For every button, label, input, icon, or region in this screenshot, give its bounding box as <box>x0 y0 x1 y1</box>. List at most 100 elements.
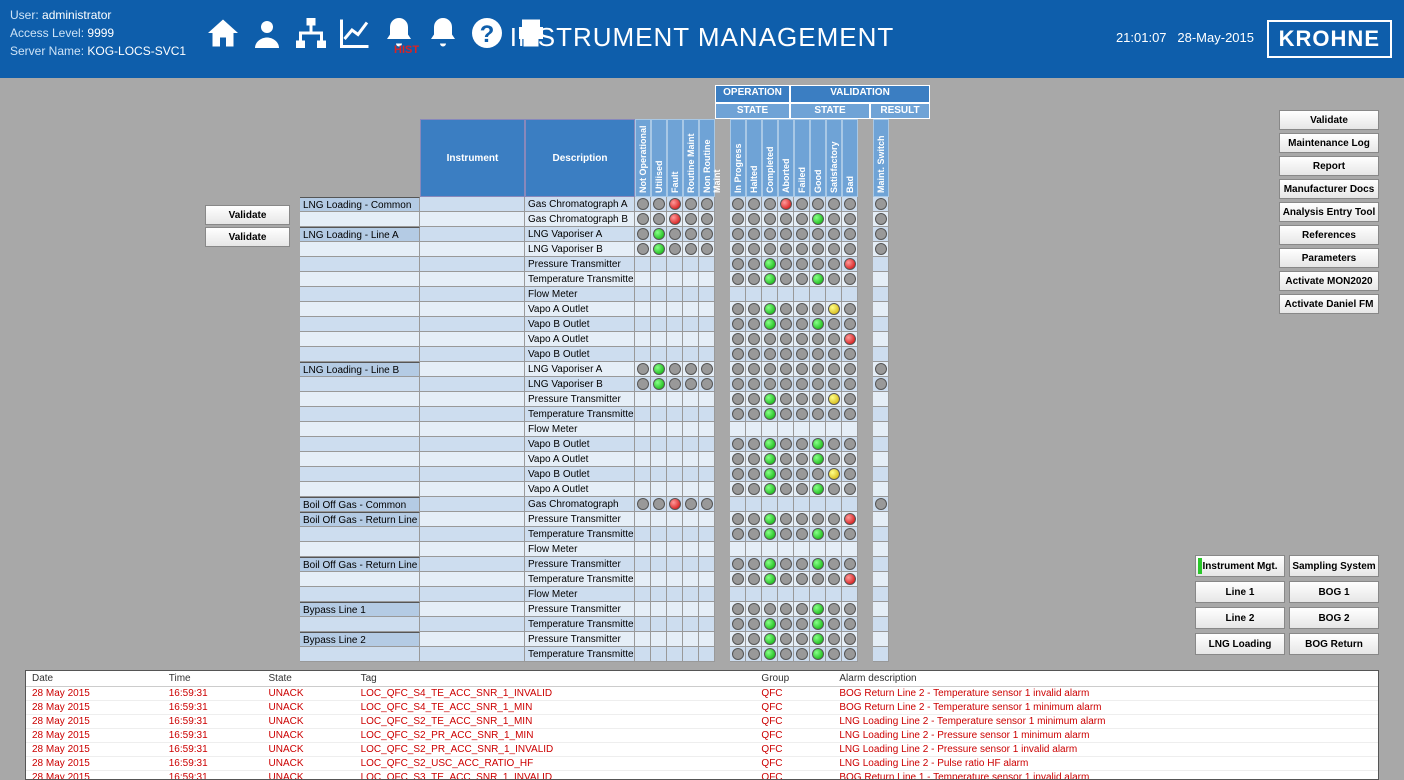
alarm-col-group: Group <box>755 671 833 687</box>
instrument-row[interactable]: LNG Loading - Line ALNG Vaporiser A <box>300 227 895 242</box>
action-validate[interactable]: Validate <box>1279 110 1379 130</box>
instrument-row[interactable]: LNG Loading - CommonGas Chromatograph A <box>300 197 895 212</box>
col-Non Routine Maint: Non Routine Maint <box>699 119 715 197</box>
action-activate-daniel-fm[interactable]: Activate Daniel FM <box>1279 294 1379 314</box>
instrument-row[interactable]: Temperature Transmitter <box>300 617 895 632</box>
col-Completed: Completed <box>762 119 778 197</box>
validate-button[interactable]: Validate <box>205 227 290 247</box>
col-Failed: Failed <box>794 119 810 197</box>
nav-grid: Instrument Mgt.Sampling SystemLine 1BOG … <box>1195 555 1379 655</box>
instrument-row[interactable]: Gas Chromatograph B <box>300 212 895 227</box>
top-bar: User: administrator Access Level: 9999 S… <box>0 0 1404 78</box>
col-Maint. Switch: Maint. Switch <box>873 119 889 197</box>
action-manufacturer-docs[interactable]: Manufacturer Docs <box>1279 179 1379 199</box>
validate-button[interactable]: Validate <box>205 205 290 225</box>
alarm-row[interactable]: 28 May 201516:59:31UNACKLOC_QFC_S2_USC_A… <box>26 757 1378 771</box>
alarm-table[interactable]: DateTimeStateTagGroupAlarm description28… <box>25 670 1379 780</box>
instrument-row[interactable]: Bypass Line 1Pressure Transmitter <box>300 602 895 617</box>
instrument-row[interactable]: Vapo A Outlet <box>300 482 895 497</box>
instrument-row[interactable]: Flow Meter <box>300 422 895 437</box>
hierarchy-icon[interactable] <box>293 15 329 51</box>
col-Aborted: Aborted <box>778 119 794 197</box>
hdr-operation: OPERATION <box>715 85 790 103</box>
instrument-row[interactable]: Vapo B Outlet <box>300 347 895 362</box>
col-instrument: Instrument <box>420 119 525 197</box>
user-icon[interactable] <box>249 15 285 51</box>
svg-text:?: ? <box>480 21 495 48</box>
bell-hist-icon[interactable] <box>425 15 461 51</box>
instrument-row[interactable]: Bypass Line 2Pressure Transmitter <box>300 632 895 647</box>
action-maintenance-log[interactable]: Maintenance Log <box>1279 133 1379 153</box>
instrument-row[interactable]: LNG Vaporiser B <box>300 377 895 392</box>
instrument-row[interactable]: Vapo A Outlet <box>300 452 895 467</box>
instrument-row[interactable]: Flow Meter <box>300 542 895 557</box>
col-Good: Good <box>810 119 826 197</box>
nav-instrument-mgt-[interactable]: Instrument Mgt. <box>1195 555 1285 577</box>
instrument-row[interactable]: Temperature Transmitter <box>300 272 895 287</box>
alarm-row[interactable]: 28 May 201516:59:31UNACKLOC_QFC_S2_TE_AC… <box>26 715 1378 729</box>
instrument-row[interactable]: Boil Off Gas - Return Line 1Pressure Tra… <box>300 512 895 527</box>
instrument-row[interactable]: Flow Meter <box>300 587 895 602</box>
nav-bog-return[interactable]: BOG Return <box>1289 633 1379 655</box>
toolbar-icons: ? <box>205 15 549 51</box>
instrument-row[interactable]: Vapo A Outlet <box>300 302 895 317</box>
print-icon[interactable] <box>513 15 549 51</box>
hdr-val-state: STATE <box>790 103 870 119</box>
instrument-row[interactable]: Temperature Transmitter <box>300 572 895 587</box>
alarm-col-time: Time <box>163 671 263 687</box>
alarm-row[interactable]: 28 May 201516:59:31UNACKLOC_QFC_S3_TE_AC… <box>26 771 1378 780</box>
instrument-row[interactable]: Vapo A Outlet <box>300 332 895 347</box>
instrument-row[interactable]: Pressure Transmitter <box>300 392 895 407</box>
hdr-val-result: RESULT <box>870 103 930 119</box>
nav-sampling-system[interactable]: Sampling System <box>1289 555 1379 577</box>
col-Halted: Halted <box>746 119 762 197</box>
hdr-validation: VALIDATION <box>790 85 930 103</box>
home-icon[interactable] <box>205 15 241 51</box>
action-analysis-entry-tool[interactable]: Analysis Entry Tool <box>1279 202 1379 222</box>
instrument-row[interactable]: Vapo B Outlet <box>300 467 895 482</box>
action-parameters[interactable]: Parameters <box>1279 248 1379 268</box>
alarm-row[interactable]: 28 May 201516:59:31UNACKLOC_QFC_S4_TE_AC… <box>26 701 1378 715</box>
nav-line-2[interactable]: Line 2 <box>1195 607 1285 629</box>
datetime: 21:01:07 28-May-2015 <box>1116 30 1254 45</box>
instrument-row[interactable]: LNG Loading - Line BLNG Vaporiser A <box>300 362 895 377</box>
nav-lng-loading[interactable]: LNG Loading <box>1195 633 1285 655</box>
right-action-buttons: Validate Maintenance Log Report Manufacture… <box>1279 110 1379 314</box>
col-Bad: Bad <box>842 119 858 197</box>
alarm-row[interactable]: 28 May 201516:59:31UNACKLOC_QFC_S4_TE_AC… <box>26 687 1378 701</box>
nav-line-1[interactable]: Line 1 <box>1195 581 1285 603</box>
alarm-col-alarm-description: Alarm description <box>833 671 1378 687</box>
col-Not Operational: Not Operational <box>635 119 651 197</box>
instrument-row[interactable]: Temperature Transmitter <box>300 407 895 422</box>
action-references[interactable]: References <box>1279 225 1379 245</box>
user-info: User: administrator Access Level: 9999 S… <box>0 0 196 78</box>
brand-logo: KROHNE <box>1267 20 1392 58</box>
instrument-row[interactable]: Pressure Transmitter <box>300 257 895 272</box>
action-activate-mon2020[interactable]: Activate MON2020 <box>1279 271 1379 291</box>
col-Routine Maint: Routine Maint <box>683 119 699 197</box>
alarm-col-date: Date <box>26 671 163 687</box>
instrument-row[interactable]: Boil Off Gas - CommonGas Chromatograph <box>300 497 895 512</box>
nav-bog-1[interactable]: BOG 1 <box>1289 581 1379 603</box>
col-Fault: Fault <box>667 119 683 197</box>
left-validate-buttons: ValidateValidate <box>205 205 290 247</box>
help-icon[interactable]: ? <box>469 15 505 51</box>
trend-icon[interactable] <box>337 15 373 51</box>
action-report[interactable]: Report <box>1279 156 1379 176</box>
instrument-row[interactable]: Boil Off Gas - Return Line 2Pressure Tra… <box>300 557 895 572</box>
hdr-op-state: STATE <box>715 103 790 119</box>
nav-bog-2[interactable]: BOG 2 <box>1289 607 1379 629</box>
instrument-matrix: OPERATION VALIDATION STATE STATE RESULT … <box>300 85 895 662</box>
instrument-row[interactable]: Vapo B Outlet <box>300 437 895 452</box>
alarm-row[interactable]: 28 May 201516:59:31UNACKLOC_QFC_S2_PR_AC… <box>26 729 1378 743</box>
alarm-col-tag: Tag <box>355 671 756 687</box>
alarm-col-state: State <box>263 671 355 687</box>
col-description: Description <box>525 119 635 197</box>
instrument-row[interactable]: Vapo B Outlet <box>300 317 895 332</box>
instrument-row[interactable]: LNG Vaporiser B <box>300 242 895 257</box>
hist-label: HIST <box>394 44 419 56</box>
instrument-row[interactable]: Temperature Transmitter <box>300 527 895 542</box>
alarm-row[interactable]: 28 May 201516:59:31UNACKLOC_QFC_S2_PR_AC… <box>26 743 1378 757</box>
instrument-row[interactable]: Flow Meter <box>300 287 895 302</box>
instrument-row[interactable]: Temperature Transmitter <box>300 647 895 662</box>
